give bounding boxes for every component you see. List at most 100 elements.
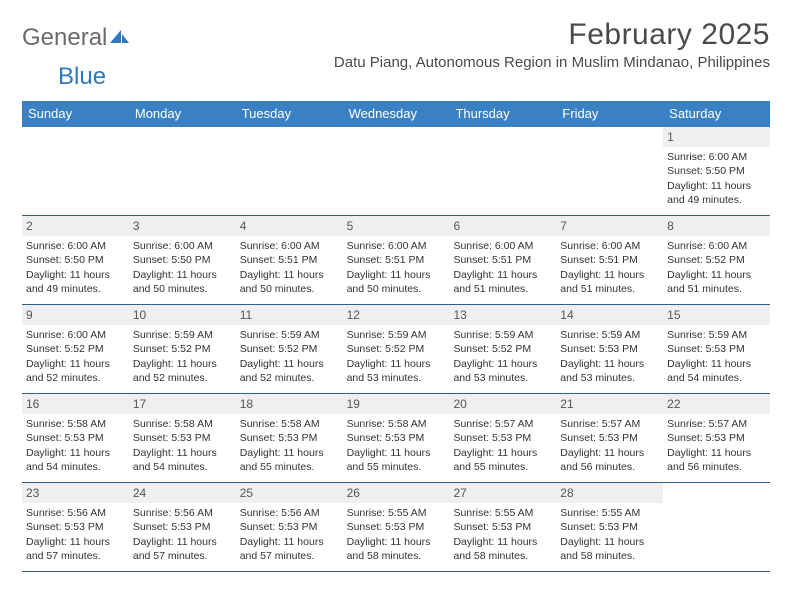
day-cell — [556, 127, 663, 215]
location-subtitle: Datu Piang, Autonomous Region in Muslim … — [334, 54, 770, 71]
day-number: 21 — [556, 394, 663, 414]
day-cell: 21Sunrise: 5:57 AMSunset: 5:53 PMDayligh… — [556, 394, 663, 482]
daylight-text: Daylight: 11 hours and 49 minutes. — [26, 268, 125, 296]
day-number: 28 — [556, 483, 663, 503]
day-cell: 23Sunrise: 5:56 AMSunset: 5:53 PMDayligh… — [22, 483, 129, 571]
day-number: 10 — [129, 305, 236, 325]
sunset-text: Sunset: 5:52 PM — [667, 253, 766, 267]
day-cell: 7Sunrise: 6:00 AMSunset: 5:51 PMDaylight… — [556, 216, 663, 304]
sunset-text: Sunset: 5:53 PM — [240, 431, 339, 445]
daylight-text: Daylight: 11 hours and 58 minutes. — [347, 535, 446, 563]
daylight-text: Daylight: 11 hours and 57 minutes. — [26, 535, 125, 563]
daylight-text: Daylight: 11 hours and 57 minutes. — [133, 535, 232, 563]
day-cell: 4 Sunrise: 6:00 AMSunset: 5:51 PMDaylight… — [236, 216, 343, 304]
sunrise-text: Sunrise: 6:00 AM — [133, 239, 232, 253]
day-cell — [343, 127, 450, 215]
day-number: 2 — [22, 216, 129, 236]
daylight-text: Daylight: 11 hours and 50 minutes. — [347, 268, 446, 296]
sunrise-text: Sunrise: 6:00 AM — [667, 150, 766, 164]
day-number: 4 — [236, 216, 343, 236]
week-row: 2Sunrise: 6:00 AMSunset: 5:50 PMDaylight… — [22, 216, 770, 305]
sunrise-text: Sunrise: 5:59 AM — [347, 328, 446, 342]
day-number: 12 — [343, 305, 450, 325]
day-number: 19 — [343, 394, 450, 414]
sunrise-text: Sunrise: 5:56 AM — [240, 506, 339, 520]
sunset-text: Sunset: 5:53 PM — [560, 342, 659, 356]
day-number: 13 — [449, 305, 556, 325]
day-of-week-header: Sunday Monday Tuesday Wednesday Thursday… — [22, 101, 770, 127]
sunrise-text: Sunrise: 5:59 AM — [560, 328, 659, 342]
day-number: 9 — [22, 305, 129, 325]
dow-tuesday: Tuesday — [236, 101, 343, 127]
day-cell: 28Sunrise: 5:55 AMSunset: 5:53 PMDayligh… — [556, 483, 663, 571]
sunrise-text: Sunrise: 6:00 AM — [26, 328, 125, 342]
day-number: 16 — [22, 394, 129, 414]
day-number: 24 — [129, 483, 236, 503]
sunrise-text: Sunrise: 5:55 AM — [453, 506, 552, 520]
sunrise-text: Sunrise: 5:58 AM — [347, 417, 446, 431]
dow-saturday: Saturday — [663, 101, 770, 127]
day-number: 18 — [236, 394, 343, 414]
day-cell — [663, 483, 770, 571]
sunrise-text: Sunrise: 5:56 AM — [133, 506, 232, 520]
daylight-text: Daylight: 11 hours and 57 minutes. — [240, 535, 339, 563]
sunset-text: Sunset: 5:53 PM — [560, 520, 659, 534]
daylight-text: Daylight: 11 hours and 49 minutes. — [667, 179, 766, 207]
sunrise-text: Sunrise: 6:00 AM — [560, 239, 659, 253]
day-cell: 25Sunrise: 5:56 AMSunset: 5:53 PMDayligh… — [236, 483, 343, 571]
sunrise-text: Sunrise: 6:00 AM — [667, 239, 766, 253]
daylight-text: Daylight: 11 hours and 53 minutes. — [453, 357, 552, 385]
sunrise-text: Sunrise: 5:59 AM — [667, 328, 766, 342]
daylight-text: Daylight: 11 hours and 55 minutes. — [453, 446, 552, 474]
daylight-text: Daylight: 11 hours and 50 minutes. — [133, 268, 232, 296]
sunrise-text: Sunrise: 5:57 AM — [667, 417, 766, 431]
sunset-text: Sunset: 5:53 PM — [26, 520, 125, 534]
day-cell: 19Sunrise: 5:58 AMSunset: 5:53 PMDayligh… — [343, 394, 450, 482]
week-row: 23Sunrise: 5:56 AMSunset: 5:53 PMDayligh… — [22, 483, 770, 572]
sunset-text: Sunset: 5:53 PM — [26, 431, 125, 445]
sunset-text: Sunset: 5:51 PM — [560, 253, 659, 267]
day-cell: 8Sunrise: 6:00 AMSunset: 5:52 PMDaylight… — [663, 216, 770, 304]
sunset-text: Sunset: 5:50 PM — [26, 253, 125, 267]
sunset-text: Sunset: 5:52 PM — [240, 342, 339, 356]
day-number: 27 — [449, 483, 556, 503]
daylight-text: Daylight: 11 hours and 51 minutes. — [453, 268, 552, 296]
day-cell: 3Sunrise: 6:00 AMSunset: 5:50 PMDaylight… — [129, 216, 236, 304]
day-cell: 13Sunrise: 5:59 AMSunset: 5:52 PMDayligh… — [449, 305, 556, 393]
sunset-text: Sunset: 5:52 PM — [26, 342, 125, 356]
sunset-text: Sunset: 5:53 PM — [347, 431, 446, 445]
day-cell: 5Sunrise: 6:00 AMSunset: 5:51 PMDaylight… — [343, 216, 450, 304]
sunset-text: Sunset: 5:53 PM — [240, 520, 339, 534]
sunset-text: Sunset: 5:53 PM — [347, 520, 446, 534]
calendar-grid: Sunday Monday Tuesday Wednesday Thursday… — [22, 101, 770, 572]
sunset-text: Sunset: 5:53 PM — [560, 431, 659, 445]
daylight-text: Daylight: 11 hours and 55 minutes. — [240, 446, 339, 474]
week-row: 16Sunrise: 5:58 AMSunset: 5:53 PMDayligh… — [22, 394, 770, 483]
dow-monday: Monday — [129, 101, 236, 127]
sunset-text: Sunset: 5:51 PM — [240, 253, 339, 267]
daylight-text: Daylight: 11 hours and 54 minutes. — [667, 357, 766, 385]
sunrise-text: Sunrise: 6:00 AM — [453, 239, 552, 253]
sunrise-text: Sunrise: 6:00 AM — [240, 239, 339, 253]
day-number: 3 — [129, 216, 236, 236]
sunrise-text: Sunrise: 5:58 AM — [26, 417, 125, 431]
daylight-text: Daylight: 11 hours and 50 minutes. — [240, 268, 339, 296]
day-cell: 11Sunrise: 5:59 AMSunset: 5:52 PMDayligh… — [236, 305, 343, 393]
day-cell: 14Sunrise: 5:59 AMSunset: 5:53 PMDayligh… — [556, 305, 663, 393]
day-cell: 18 Sunrise: 5:58 AMSunset: 5:53 PMDayligh… — [236, 394, 343, 482]
day-number: 22 — [663, 394, 770, 414]
day-cell — [129, 127, 236, 215]
daylight-text: Daylight: 11 hours and 56 minutes. — [667, 446, 766, 474]
logo-sail-icon — [109, 28, 131, 48]
day-cell: 26Sunrise: 5:55 AMSunset: 5:53 PMDayligh… — [343, 483, 450, 571]
day-number: 8 — [663, 216, 770, 236]
sunrise-text: Sunrise: 5:59 AM — [240, 328, 339, 342]
sunrise-text: Sunrise: 5:58 AM — [240, 417, 339, 431]
sunrise-text: Sunrise: 5:57 AM — [560, 417, 659, 431]
sunset-text: Sunset: 5:51 PM — [453, 253, 552, 267]
sunset-text: Sunset: 5:52 PM — [347, 342, 446, 356]
brand-part2: Blue — [22, 63, 106, 91]
day-number: 11 — [236, 305, 343, 325]
brand-part1: General — [22, 24, 107, 52]
sunrise-text: Sunrise: 5:55 AM — [560, 506, 659, 520]
